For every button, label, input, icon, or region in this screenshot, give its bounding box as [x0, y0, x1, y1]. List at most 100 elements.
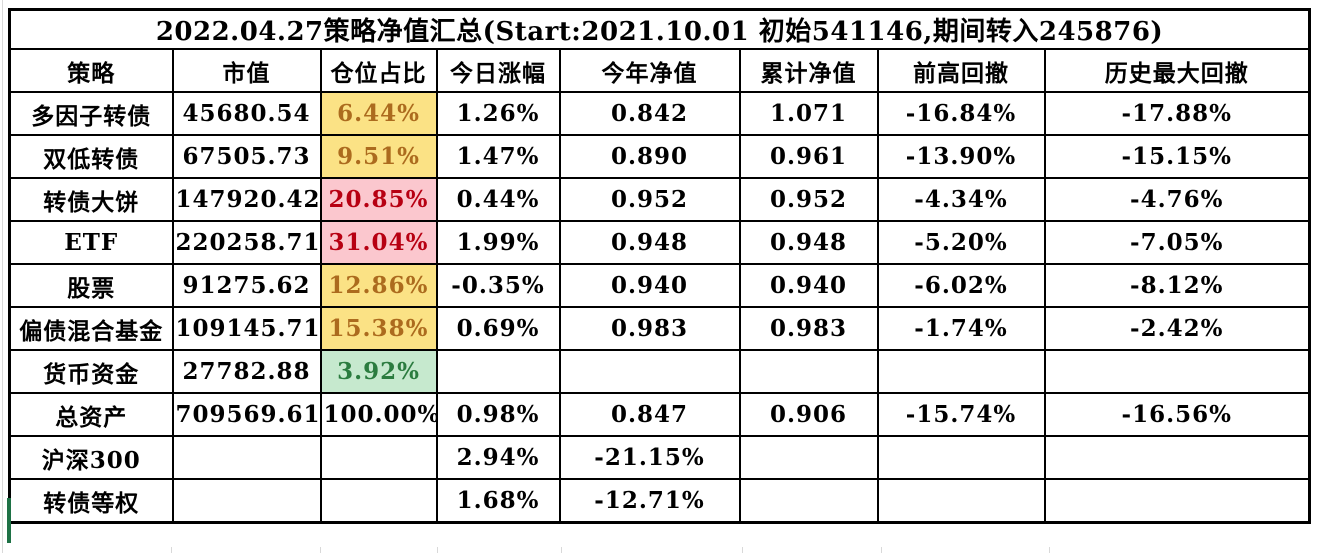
cell-strategy[interactable]: 转债等权 — [8, 478, 174, 524]
cell-today-change[interactable] — [435, 349, 561, 394]
title-row: 2022.04.27策略净值汇总(Start:2021.10.01 初始5411… — [8, 8, 1311, 50]
header-row: 策略 市值 仓位占比 今日涨幅 今年净值 累计净值 前高回撤 历史最大回撤 — [8, 48, 1311, 93]
cell-position-pct[interactable]: 15.38% — [319, 306, 438, 351]
cell-cumulative-nav[interactable]: 1.071 — [738, 91, 879, 136]
col-header-cumulative-nav[interactable]: 累计净值 — [738, 48, 879, 93]
cell-position-pct[interactable]: 100.00% — [319, 392, 438, 437]
cell-drawdown-from-high[interactable] — [876, 349, 1046, 394]
cell-max-drawdown[interactable]: -2.42% — [1043, 306, 1311, 351]
cell-market-value[interactable]: 709569.614 — [171, 392, 322, 437]
cell-strategy[interactable]: 沪深300 — [8, 435, 174, 480]
cell-position-pct[interactable] — [319, 435, 438, 480]
table-row: 股票 91275.62 12.86% -0.35% 0.940 0.940 -6… — [8, 263, 1311, 308]
col-header-today-change[interactable]: 今日涨幅 — [435, 48, 561, 93]
cell-position-pct[interactable]: 6.44% — [319, 91, 438, 136]
col-header-strategy[interactable]: 策略 — [8, 48, 174, 93]
cell-ytd-nav[interactable]: 0.948 — [558, 220, 741, 265]
gridline-stub — [172, 547, 321, 553]
cell-market-value[interactable]: 45680.54 — [171, 91, 322, 136]
cell-max-drawdown[interactable] — [1043, 435, 1311, 480]
cell-ytd-nav[interactable]: -21.15% — [558, 435, 741, 480]
cell-strategy[interactable]: 偏债混合基金 — [8, 306, 174, 351]
cell-market-value[interactable]: 109145.71 — [171, 306, 322, 351]
cell-cumulative-nav[interactable]: 0.952 — [738, 177, 879, 222]
cell-drawdown-from-high[interactable]: -4.34% — [876, 177, 1046, 222]
cell-max-drawdown[interactable]: -8.12% — [1043, 263, 1311, 308]
cell-ytd-nav[interactable]: 0.842 — [558, 91, 741, 136]
cell-drawdown-from-high[interactable] — [876, 435, 1046, 480]
cell-drawdown-from-high[interactable]: -1.74% — [876, 306, 1046, 351]
cell-today-change[interactable]: 0.98% — [435, 392, 561, 437]
cell-today-change[interactable]: 1.99% — [435, 220, 561, 265]
table-row: 转债等权 1.68% -12.71% — [8, 478, 1311, 524]
cell-max-drawdown[interactable]: -16.56% — [1043, 392, 1311, 437]
cell-strategy[interactable]: 货币资金 — [8, 349, 174, 394]
cell-position-pct[interactable]: 3.92% — [319, 349, 438, 394]
cell-position-pct[interactable]: 20.85% — [319, 177, 438, 222]
cell-drawdown-from-high[interactable]: -15.74% — [876, 392, 1046, 437]
cell-today-change[interactable]: 0.69% — [435, 306, 561, 351]
cell-ytd-nav[interactable]: 0.890 — [558, 134, 741, 179]
cell-market-value[interactable]: 27782.88 — [171, 349, 322, 394]
cell-ytd-nav[interactable]: 0.847 — [558, 392, 741, 437]
cell-drawdown-from-high[interactable]: -13.90% — [876, 134, 1046, 179]
cell-cumulative-nav[interactable] — [738, 435, 879, 480]
cell-market-value[interactable]: 147920.42 — [171, 177, 322, 222]
cell-today-change[interactable]: 0.44% — [435, 177, 561, 222]
cell-today-change[interactable]: 2.94% — [435, 435, 561, 480]
cell-position-pct[interactable]: 12.86% — [319, 263, 438, 308]
cell-max-drawdown[interactable]: -4.76% — [1043, 177, 1311, 222]
cell-max-drawdown[interactable] — [1043, 349, 1311, 394]
cell-today-change[interactable]: 1.68% — [435, 478, 561, 524]
cell-ytd-nav[interactable]: -12.71% — [558, 478, 741, 524]
cell-strategy[interactable]: 股票 — [8, 263, 174, 308]
cell-cumulative-nav[interactable]: 0.983 — [738, 306, 879, 351]
cell-strategy[interactable]: 双低转债 — [8, 134, 174, 179]
col-header-position-pct[interactable]: 仓位占比 — [319, 48, 438, 93]
cell-market-value[interactable]: 91275.62 — [171, 263, 322, 308]
cell-drawdown-from-high[interactable]: -6.02% — [876, 263, 1046, 308]
cell-market-value[interactable] — [171, 435, 322, 480]
cell-cumulative-nav[interactable] — [738, 478, 879, 524]
cell-ytd-nav[interactable] — [558, 349, 741, 394]
cell-drawdown-from-high[interactable]: -16.84% — [876, 91, 1046, 136]
cell-ytd-nav[interactable]: 0.940 — [558, 263, 741, 308]
cell-today-change[interactable]: -0.35% — [435, 263, 561, 308]
cell-drawdown-from-high[interactable] — [876, 478, 1046, 524]
cell-market-value[interactable]: 220258.71 — [171, 220, 322, 265]
cell-drawdown-from-high[interactable]: -5.20% — [876, 220, 1046, 265]
col-header-max-drawdown[interactable]: 历史最大回撤 — [1043, 48, 1311, 93]
cell-cumulative-nav[interactable]: 0.940 — [738, 263, 879, 308]
cell-position-pct[interactable] — [319, 478, 438, 524]
gridline-stub — [1050, 547, 1308, 553]
spreadsheet-gridline — [2, 0, 3, 553]
cell-max-drawdown[interactable]: -7.05% — [1043, 220, 1311, 265]
table-row: 双低转债 67505.73 9.51% 1.47% 0.890 0.961 -1… — [8, 134, 1311, 179]
col-header-drawdown-from-high[interactable]: 前高回撤 — [876, 48, 1046, 93]
excel-selection-indicator — [7, 498, 11, 543]
col-header-ytd-nav[interactable]: 今年净值 — [558, 48, 741, 93]
cell-max-drawdown[interactable]: -15.15% — [1043, 134, 1311, 179]
cell-strategy[interactable]: ETF — [8, 220, 174, 265]
cell-strategy[interactable]: 转债大饼 — [8, 177, 174, 222]
cell-cumulative-nav[interactable]: 0.948 — [738, 220, 879, 265]
cell-ytd-nav[interactable]: 0.952 — [558, 177, 741, 222]
cell-cumulative-nav[interactable]: 0.961 — [738, 134, 879, 179]
cell-ytd-nav[interactable]: 0.983 — [558, 306, 741, 351]
table-row: 沪深300 2.94% -21.15% — [8, 435, 1311, 480]
table-title[interactable]: 2022.04.27策略净值汇总(Start:2021.10.01 初始5411… — [8, 8, 1311, 50]
cell-strategy[interactable]: 总资产 — [8, 392, 174, 437]
cell-position-pct[interactable]: 9.51% — [319, 134, 438, 179]
cell-cumulative-nav[interactable] — [738, 349, 879, 394]
cell-cumulative-nav[interactable]: 0.906 — [738, 392, 879, 437]
cell-position-pct[interactable]: 31.04% — [319, 220, 438, 265]
cell-market-value[interactable] — [171, 478, 322, 524]
cell-max-drawdown[interactable]: -17.88% — [1043, 91, 1311, 136]
cell-market-value[interactable]: 67505.73 — [171, 134, 322, 179]
cell-today-change[interactable]: 1.47% — [435, 134, 561, 179]
cell-today-change[interactable]: 1.26% — [435, 91, 561, 136]
col-header-market-value[interactable]: 市值 — [171, 48, 322, 93]
cell-strategy[interactable]: 多因子转债 — [8, 91, 174, 136]
cell-max-drawdown[interactable] — [1043, 478, 1311, 524]
gridline-stub — [321, 547, 438, 553]
